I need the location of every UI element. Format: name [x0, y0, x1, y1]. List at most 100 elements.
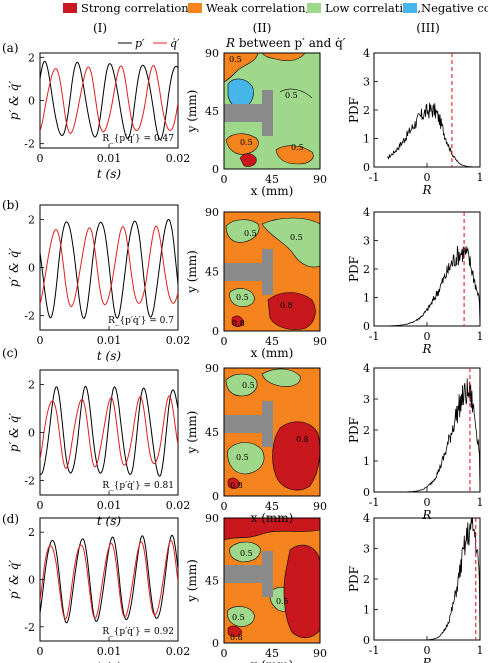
map-b-low-region-1 — [225, 219, 260, 243]
pdf-panel-c-ytick-label: 2 — [363, 424, 370, 437]
time-panel-d-xtick-label: 0.01 — [97, 645, 122, 658]
map-a-ylabel: y (mm) — [185, 90, 199, 134]
map-d-ytick-label: 45 — [205, 575, 219, 588]
pdf-panel-b-ytick-label: 4 — [363, 206, 370, 219]
time-panel-b-ytick-label: -2 — [24, 310, 35, 323]
map-b-ytick-label: 0 — [212, 325, 219, 338]
time-panel-c-series-p — [40, 385, 178, 477]
map-d-ytick-label: 0 — [212, 637, 219, 650]
map-d-contour-label-1: 0.5 — [240, 549, 253, 558]
map-a-weak-region-1 — [223, 52, 259, 83]
time-panel-c-ytick-label: -2 — [24, 475, 35, 488]
pdf-panel-b-curve — [387, 245, 481, 327]
map-title-symbol: R — [225, 36, 235, 50]
time-panel-a-xtick-label: 0 — [37, 152, 44, 165]
map-a-bluff-body-stem — [224, 104, 262, 122]
pdf-panel-d-ylabel: PDF — [347, 566, 361, 592]
time-panel-b-correlation-annotation: R_{p′q̇′} = 0.7 — [108, 316, 174, 326]
signal-legend-label-p: p′ — [135, 37, 145, 50]
pdf-panel-c-ytick-label: 3 — [363, 393, 370, 406]
map-a-xtick-label: 0 — [221, 173, 228, 186]
pdf-panel-b-xtick-label: 1 — [477, 330, 484, 343]
pdf-panel-d-xtick-label: 1 — [477, 644, 484, 657]
map-d-strong-region-2 — [283, 544, 321, 639]
map-b-contour-label-3: 0.5 — [236, 293, 249, 302]
time-panel-d-series-q — [40, 540, 178, 620]
time-panel-a-correlation-annotation: R_{p′q̇′} = 0.47 — [102, 134, 174, 144]
pdf-panel-a-ytick-label: 3 — [363, 76, 370, 89]
map-d-low-region-3 — [227, 606, 255, 627]
pdf-panel-d-ytick-label: 1 — [363, 604, 370, 617]
map-d-xtick-label: 45 — [265, 647, 279, 660]
map-c-ylabel: y (mm) — [185, 411, 199, 455]
pdf-panel-b-ytick-label: 2 — [363, 263, 370, 276]
map-a-weak-region-4 — [275, 145, 314, 165]
map-d-contour-label-3: 0.5 — [232, 613, 245, 622]
map-d-ytick-label: 90 — [205, 512, 219, 525]
map-b-low-region-3 — [229, 288, 255, 307]
map-a-contour-label-2: 0.5 — [285, 91, 298, 100]
map-d-xlabel: x (mm) — [251, 658, 294, 663]
map-c-bluff-body-head — [262, 401, 273, 447]
correlation-map-b: 0.5 0.5 0.5 0.8 0.8 — [223, 211, 321, 332]
pdf-panel-a-ytick-label: 1 — [363, 133, 370, 146]
time-panel-d-ytick-label: -2 — [24, 621, 35, 634]
time-panel-c-correlation-annotation: R_{p′q̇′} = 0.81 — [102, 481, 174, 491]
pdf-panel-c-xtick-label: 0 — [424, 496, 431, 509]
time-panel-d-xtick-label: 0.02 — [166, 645, 191, 658]
time-panel-c-xtick-label: 0.02 — [166, 499, 191, 512]
pdf-panel-c-ytick-label: 0 — [363, 486, 370, 499]
time-panel-c-ytick-label: 0 — [28, 427, 35, 440]
time-panel-c-ylabel: p′ & q̇′ — [7, 413, 21, 452]
map-c-xtick-label: 0 — [221, 500, 228, 513]
row-label-d: (d) — [2, 512, 19, 526]
time-panel-c-xlabel: t (s) — [97, 514, 121, 528]
correlation-map-c: 0.5 0.5 0.8 0.8 — [223, 367, 321, 497]
time-panel-a-xtick-label: 0.02 — [166, 152, 191, 165]
time-panel-c-series-q — [40, 395, 178, 469]
map-b-contour-label-4: 0.8 — [280, 301, 293, 310]
time-panel-c-xtick-label: 0.01 — [97, 499, 122, 512]
map-a-ytick-label: 0 — [212, 163, 219, 176]
pdf-panel-a-xtick-label: 0 — [424, 171, 431, 184]
map-b-contour-label-2: 0.5 — [290, 233, 303, 242]
map-d-ylabel: y (mm) — [185, 559, 199, 603]
time-panel-b-ylabel: p′ & q̇′ — [7, 248, 21, 287]
pdf-panel-a-ytick-label: 0 — [363, 161, 370, 174]
pdf-panel-d-xtick-label: -1 — [369, 644, 380, 657]
correlation-map-d: 0.5 0.5 0.5 0.8 — [223, 517, 321, 644]
time-panel-d-frame — [39, 517, 179, 642]
map-a-xtick-label: 45 — [265, 173, 279, 186]
map-c-bluff-body-stem — [224, 415, 262, 433]
time-panel-b-series-p — [40, 218, 178, 319]
pdf-panel-b-xlabel: R — [421, 342, 431, 356]
pdf-panel-c-xtick-label: 1 — [477, 496, 484, 509]
signal-legend: p′ q̇′ — [118, 37, 180, 50]
map-a-bluff-body-head — [262, 90, 273, 136]
map-b-contour-label-5: 0.8 — [232, 319, 245, 328]
map-b-bluff-body-head — [262, 249, 273, 295]
time-panel-d-ylabel: p′ & q̇′ — [7, 560, 21, 599]
legend-swatch-strong — [63, 3, 77, 13]
time-panel-a-xlabel: t (s) — [97, 167, 121, 181]
map-b-frame — [223, 211, 321, 332]
map-b-xlabel: x (mm) — [251, 346, 294, 360]
map-d-strong-region-3 — [227, 625, 243, 637]
map-title: R between p′ and q̇′ — [225, 36, 346, 50]
map-a-weak-region-2 — [261, 52, 306, 62]
pdf-panel-c-curve — [387, 378, 481, 493]
map-a-weak-region-3 — [225, 133, 259, 155]
map-d-bluff-body-stem — [224, 565, 262, 583]
map-a-contour-line — [279, 88, 313, 99]
pdf-panel-d-ytick-label: 0 — [363, 634, 370, 647]
time-panel-a-xtick-label: 0.01 — [97, 152, 122, 165]
map-c-frame — [223, 367, 321, 497]
map-b-bluff-body-stem — [224, 263, 262, 281]
column-header-3: (III) — [416, 21, 440, 35]
column-header-2: (II) — [253, 21, 272, 35]
map-b-strong-region-2 — [231, 315, 245, 327]
legend-label-strong: Strong correlation, — [81, 1, 192, 15]
